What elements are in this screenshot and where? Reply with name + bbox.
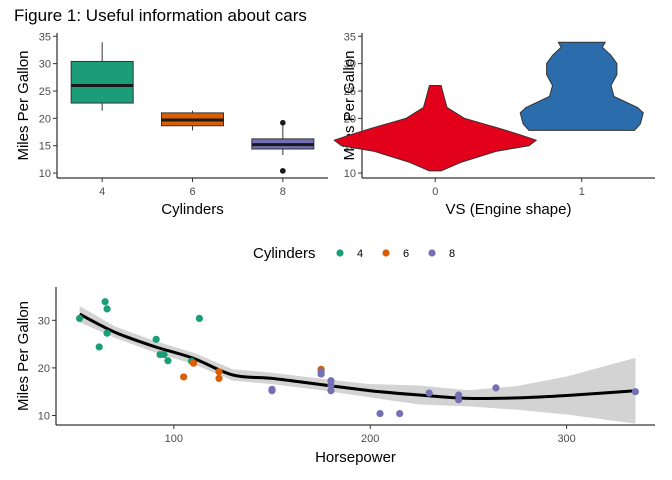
y-tick-label: 30 [344,59,356,71]
y-tick-label: 30 [39,59,51,71]
scatter-point-cyl-6 [180,373,188,381]
scatter-point-cyl-4 [195,314,203,323]
figure-title: Figure 1: Useful information about cars [14,6,307,25]
scatter-point-cyl-8 [455,396,463,404]
scatter-point-cyl-8 [317,368,325,376]
legend: Cylinders 4 6 8 [253,245,455,262]
legend-key-cyl-8 [428,249,436,257]
x-axis-title: VS (Engine shape) [446,201,572,218]
y-axis-title: Miles Per Gallon [15,50,32,160]
violin-vs-0 [333,85,537,172]
scatter-point-cyl-8 [492,384,500,392]
x-axis-title: Horsepower [315,449,396,466]
scatter-point-cyl-8 [327,377,335,385]
y-tick-label: 10 [344,168,356,180]
scatter-point-cyl-4 [95,343,103,351]
scatter-point-cyl-6 [215,374,223,382]
y-tick-label: 35 [344,31,356,43]
x-tick-label: 1 [579,186,585,198]
scatter-point-cyl-8 [376,409,384,418]
scatter-point-cyl-4 [152,335,160,343]
x-axis-title: Cylinders [161,201,224,218]
y-tick-label: 15 [39,141,51,153]
x-tick-label: 6 [189,186,195,198]
x-tick-label: 8 [280,186,286,198]
legend-key-cyl-6 [382,249,390,257]
scatter-point-cyl-6 [215,368,223,376]
y-tick-label: 20 [344,113,356,125]
scatter-point-cyl-8 [396,409,404,418]
scatter-point-cyl-4 [101,298,109,306]
legend-label-cyl-4: 4 [357,248,363,260]
legend-key-cyl-4 [336,249,344,257]
y-tick-label: 25 [39,86,51,98]
violin-vs-1 [519,41,644,131]
legend-title: Cylinders [253,245,316,262]
violin-panel: 10152025303501VS (Engine shape)Miles Per… [333,31,655,218]
box-body-cyl-4 [70,60,134,104]
x-tick-label: 4 [99,186,105,198]
y-tick-label: 20 [38,363,50,375]
scatter-point-cyl-8 [327,387,335,395]
x-tick-label: 100 [165,433,183,445]
legend-label-cyl-6: 6 [403,248,409,260]
y-tick-label: 25 [344,86,356,98]
smooth-confidence-band [79,306,636,424]
y-axis-title: Miles Per Gallon [15,301,32,411]
scatter-point-cyl-8 [631,388,639,396]
x-tick-label: 0 [432,186,438,198]
y-tick-label: 30 [38,315,50,327]
box-outlier-point [280,119,286,126]
y-tick-label: 35 [39,31,51,43]
scatter-point-cyl-4 [164,357,172,365]
y-tick-label: 20 [39,113,51,125]
smooth-trend-line [78,312,636,401]
scatter-point-cyl-8 [425,389,433,397]
scatter-panel: 10 20 30 100 200 300 Horsepower Miles Per Gallo… [15,287,655,466]
scatter-point-cyl-4 [75,314,84,323]
y-tick-label: 10 [39,168,51,180]
scatter-point-cyl-4 [103,305,111,313]
scatter-point-cyl-4 [160,350,168,359]
legend-label-cyl-8: 8 [449,248,455,260]
y-tick-label: 10 [38,410,50,422]
boxplot-panel: 10 15 20 25 30 35 4 6 8 Cylinders Miles Per Gallon [15,31,328,218]
x-tick-label: 200 [361,433,379,445]
y-axis-title: Miles Per Gallon [341,50,358,160]
scatter-point-cyl-8 [268,387,276,395]
scatter-point-cyl-4 [103,329,111,337]
scatter-point-cyl-6 [189,359,198,367]
box-outlier-point [280,168,286,174]
x-tick-label: 300 [557,433,575,445]
